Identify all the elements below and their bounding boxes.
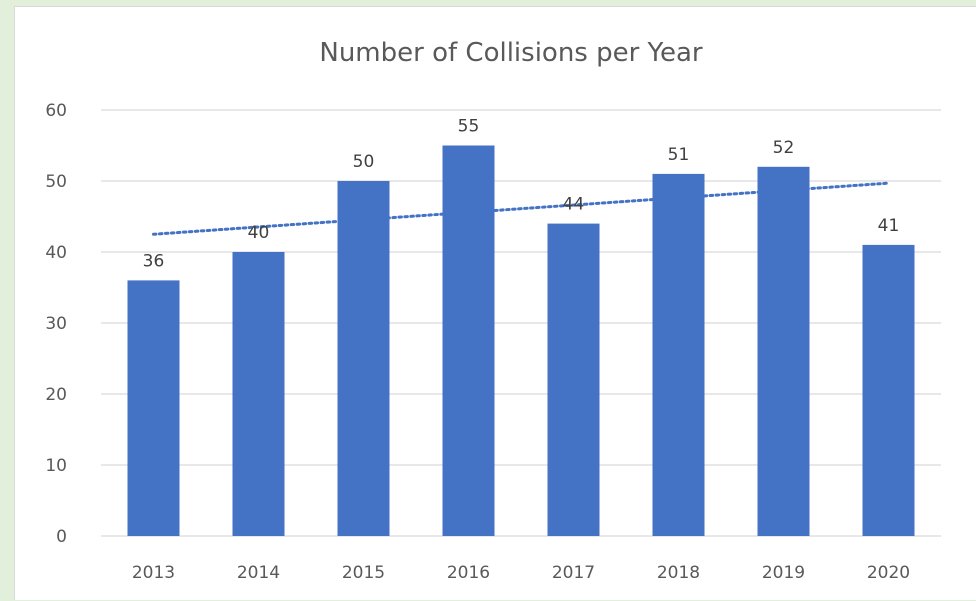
data-label: 55 [458,117,480,137]
bar [337,181,390,536]
data-label: 44 [563,195,585,215]
bar [652,173,705,536]
x-tick-label: 2018 [657,563,700,583]
y-axis-tick-labels: 0 10 20 30 40 50 60 [45,101,67,547]
y-tick-label: 10 [45,456,67,476]
y-tick-label: 60 [45,101,67,121]
chart-svg: Number of Collisions per Year 0 10 20 30 40 5… [45,38,941,583]
y-tick-label: 0 [56,527,67,547]
x-tick-label: 2013 [132,563,175,583]
bar [127,280,180,536]
bar [547,223,600,536]
data-label: 52 [773,138,795,158]
chart-frame: Number of Collisions per Year 0 10 20 30 40 5… [14,6,976,600]
x-tick-label: 2016 [447,563,490,583]
y-tick-label: 50 [45,172,67,192]
x-tick-label: 2014 [237,563,280,583]
data-label: 41 [878,216,900,236]
chart-title: Number of Collisions per Year [319,38,703,68]
grid-lines [101,109,941,537]
bar [862,244,915,536]
bar [232,252,285,536]
y-tick-label: 30 [45,314,67,334]
bar [757,166,810,537]
bars [127,145,915,537]
bar [442,145,495,536]
trendline-group [152,181,890,236]
data-label: 36 [143,251,165,271]
x-axis-tick-labels: 2013 2014 2015 2016 2017 2018 2019 2020 [132,563,910,583]
x-tick-label: 2020 [867,563,910,583]
x-tick-label: 2019 [762,563,805,583]
data-label: 40 [248,223,270,243]
trendline [152,181,890,236]
data-label: 51 [668,145,690,165]
data-label: 50 [353,152,375,172]
y-tick-label: 40 [45,243,67,263]
x-tick-label: 2015 [342,563,385,583]
data-labels: 36 40 50 55 44 51 52 41 [143,117,900,272]
y-tick-label: 20 [45,385,67,405]
x-tick-label: 2017 [552,563,595,583]
